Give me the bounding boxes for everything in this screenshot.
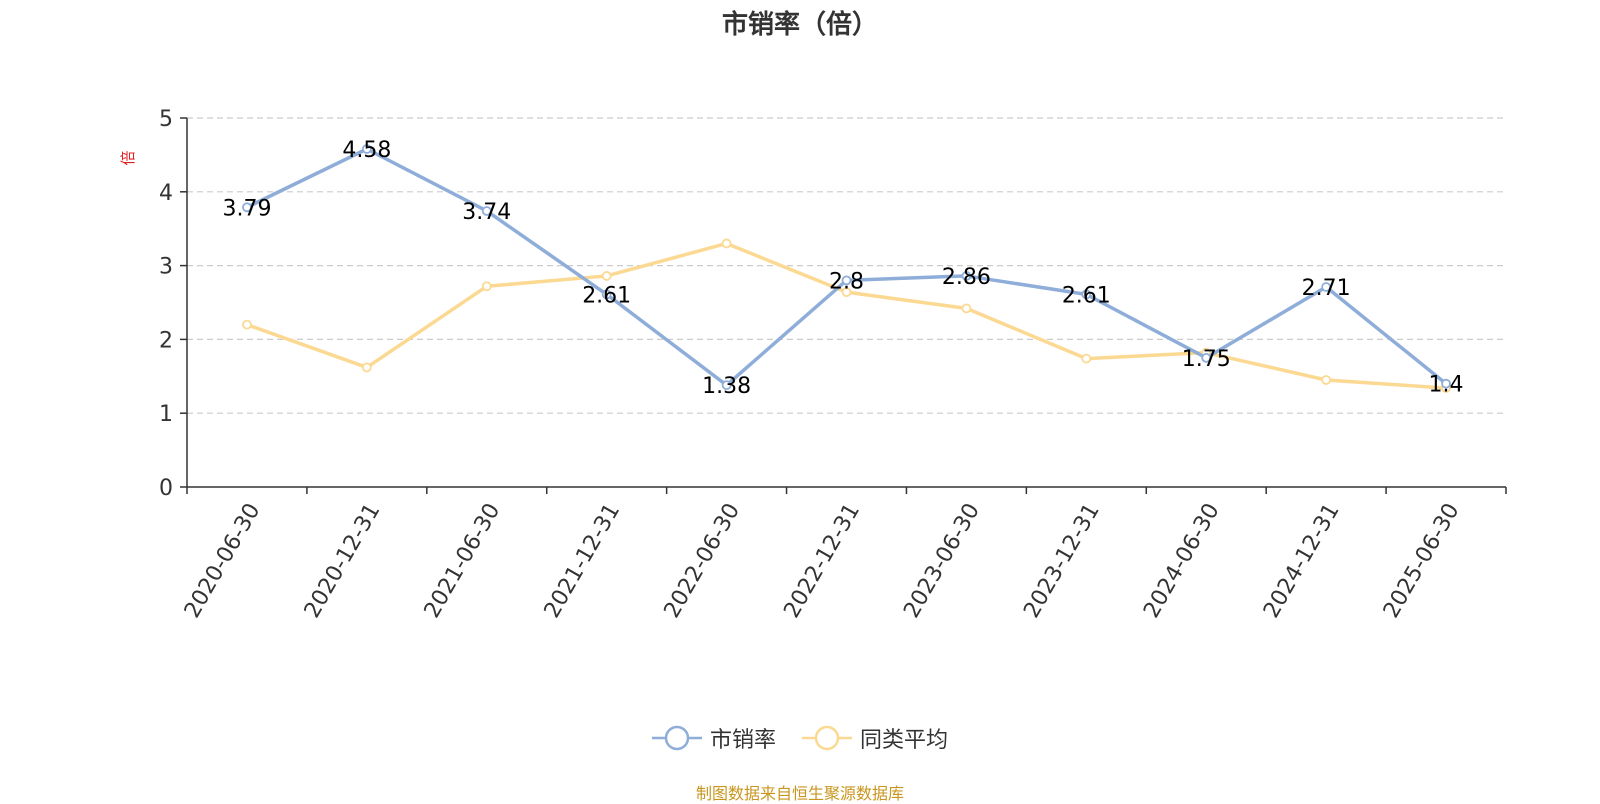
data-label: 2.86 (942, 265, 991, 290)
x-tick-label: 2021-12-31 (540, 499, 626, 622)
legend-label: 同类平均 (860, 728, 949, 753)
y-tick-label: 1 (159, 402, 173, 427)
data-label: 1.38 (702, 374, 751, 399)
series-lines (242, 144, 1451, 394)
x-tick-label: 2025-06-30 (1379, 499, 1465, 622)
x-tick-label: 2023-06-30 (899, 499, 985, 622)
data-point (1081, 353, 1092, 364)
data-point (361, 144, 372, 154)
x-tick-label: 2020-06-30 (180, 499, 266, 622)
data-point (1081, 289, 1092, 300)
data-point (242, 319, 252, 330)
data-point (1321, 282, 1332, 292)
legend-marker-icon (651, 725, 702, 751)
legend-marker-icon (802, 725, 852, 751)
chart-title: 市销率（倍） (721, 10, 878, 40)
y-axis-label: 倍 (119, 150, 137, 165)
x-tick-label: 2024-06-30 (1139, 499, 1225, 622)
data-point (961, 303, 972, 314)
y-tick-label: 4 (159, 181, 173, 206)
data-point (601, 289, 612, 300)
series-line (245, 241, 1448, 390)
data-point (481, 206, 492, 216)
data-label: 2.71 (1302, 276, 1351, 301)
data-labels: 3.79 4.58 3.74 2.61 1.38 2.8 2.86 2.61 1.75 2.71 1… (222, 138, 1463, 399)
data-label: 3.79 (222, 196, 271, 221)
data-point (1201, 352, 1212, 363)
data-point (841, 287, 852, 298)
data-point (242, 202, 252, 213)
x-tick-label: 2022-12-31 (779, 499, 865, 622)
y-tick-label: 5 (159, 107, 173, 132)
source-note: 制图数据来自恒生聚源数据库 (695, 784, 904, 803)
legend: 市销率 同类平均 (0, 722, 1600, 754)
data-label: 4.58 (342, 138, 391, 163)
data-label: 1.4 (1429, 373, 1464, 398)
data-label: 3.74 (462, 200, 511, 225)
x-tick-label: 2022-06-30 (660, 499, 746, 622)
data-label: 2.8 (829, 269, 864, 294)
legend-label: 市销率 (709, 728, 776, 753)
x-tick-label: 2024-12-31 (1259, 499, 1345, 622)
data-point (361, 362, 372, 373)
y-tick-label: 0 (159, 476, 173, 501)
data-point (601, 271, 612, 281)
series-line (245, 147, 1448, 387)
data-point (481, 281, 492, 292)
data-point (1441, 378, 1451, 389)
x-tick-label: 2020-12-31 (300, 499, 386, 622)
legend-item[interactable]: 同类平均 (802, 722, 948, 754)
data-point (841, 275, 852, 286)
data-label: 2.61 (582, 283, 631, 308)
legend-item[interactable]: 市销率 (651, 722, 776, 754)
data-point (1321, 375, 1332, 385)
x-tick-label: 2023-12-31 (1019, 499, 1105, 622)
data-label: 2.61 (1062, 283, 1111, 308)
x-tick-label: 2021-06-30 (420, 499, 506, 622)
data-point (961, 271, 972, 281)
data-point (721, 380, 732, 391)
axes: 0 1 2 3 4 5 倍 2020-06-30 2020-12-31 2021-06-30 202… (119, 107, 1507, 622)
data-point (721, 238, 732, 249)
data-label: 1.75 (1182, 347, 1231, 372)
y-tick-label: 2 (159, 328, 173, 353)
y-tick-label: 3 (159, 255, 173, 280)
